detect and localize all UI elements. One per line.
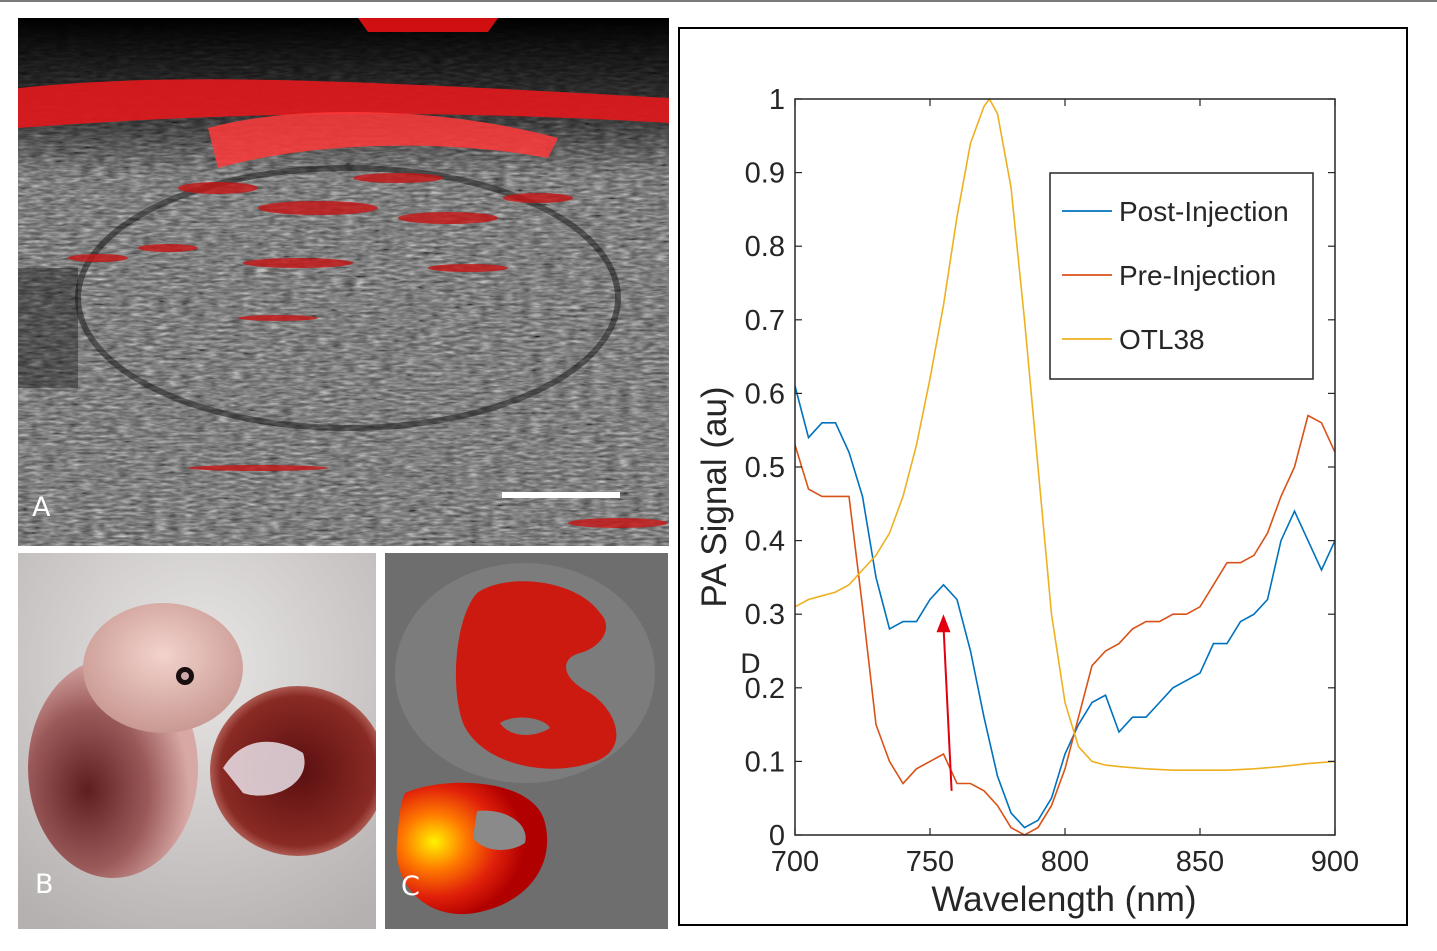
panel-label-b: B	[35, 869, 54, 900]
legend-entry-label: Post-Injection	[1119, 196, 1289, 227]
legend-box	[1049, 172, 1314, 380]
x-tick-label: 900	[1311, 846, 1359, 878]
legend-entry-label: OTL38	[1119, 324, 1205, 355]
y-tick-label: 0.1	[745, 746, 785, 778]
pa-ultrasound-image	[18, 18, 669, 546]
legend-entry-label: Pre-Injection	[1119, 260, 1276, 291]
panel-a-pa-ultrasound-image: A	[18, 18, 669, 546]
pa-spectrum-chart: 700 750 800 850 900 0 0.1 0.2 0.3 0.4 0.5 0.6 0.7 0.8…	[695, 84, 1359, 919]
scale-bar	[502, 492, 620, 498]
y-tick-label: 0.7	[745, 305, 785, 337]
y-tick-label: 0	[769, 820, 785, 852]
y-axis-label: PA Signal (au)	[695, 386, 734, 607]
y-tick-label: 0.4	[745, 526, 785, 558]
embryo-photo	[18, 553, 376, 929]
series-line-otl38	[794, 97, 1336, 772]
panel-label-a: A	[32, 492, 51, 523]
y-tick-label: 0.3	[745, 599, 785, 631]
x-tick-label: 800	[1041, 846, 1089, 878]
y-tick-label: 0.6	[745, 378, 785, 410]
y-tick-label: 1	[769, 84, 785, 116]
x-tick-label: 750	[906, 846, 954, 878]
series-line-post-injection	[794, 385, 1336, 829]
panel-label-c: C	[401, 871, 420, 902]
fluorescence-image	[385, 553, 668, 929]
panel-d-chart: 700 750 800 850 900 0 0.1 0.2 0.3 0.4 0.5 0.6 0.7 0.8…	[678, 27, 1408, 926]
x-tick-label: 850	[1176, 846, 1224, 878]
y-tick-label: 0.8	[745, 231, 785, 263]
annotation-arrow-head	[936, 614, 951, 633]
series-line-pre-injection	[794, 414, 1336, 836]
top-rule	[0, 0, 1437, 2]
annotation-arrow-shaft	[942, 626, 953, 791]
x-tick-label: 700	[771, 846, 819, 878]
y-tick-label: 0.5	[745, 452, 785, 484]
x-axis-label: Wavelength (nm)	[931, 880, 1196, 919]
y-tick-label: 0.9	[745, 158, 785, 190]
panel-c-fluorescence-image: C	[385, 553, 668, 929]
panel-b-embryo-photo: B	[18, 553, 376, 929]
y-tick-label: 0.2	[745, 673, 785, 705]
panel-label-d: D	[740, 649, 761, 680]
